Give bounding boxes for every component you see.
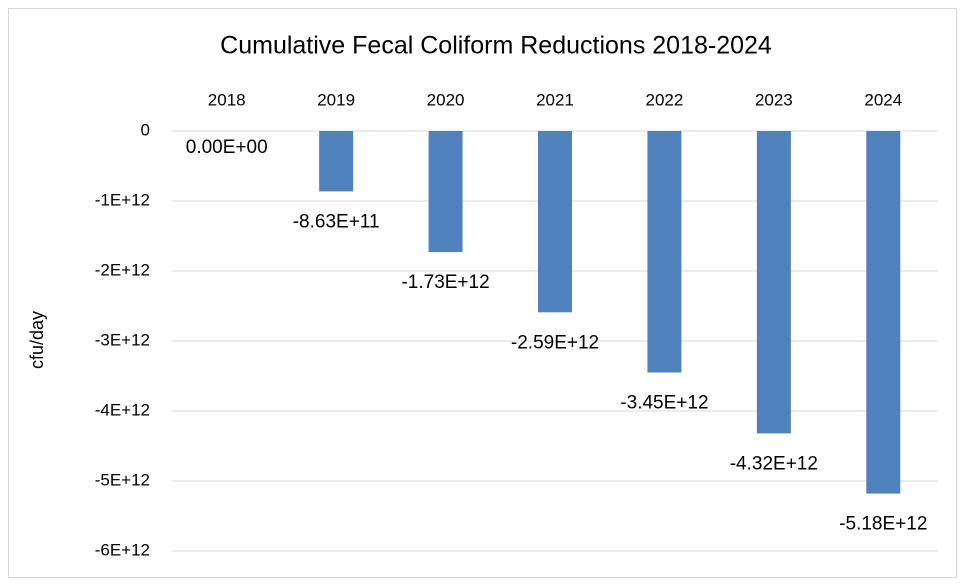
x-tick-label: 2024 <box>864 90 902 109</box>
bar <box>756 131 791 434</box>
x-tick-label: 2018 <box>208 90 246 109</box>
chart-border <box>8 8 957 578</box>
x-tick-label: 2023 <box>755 90 793 109</box>
x-tick-label: 2019 <box>317 90 355 109</box>
y-axis-label: cfu/day <box>27 311 47 369</box>
y-tick-label: -6E+12 <box>95 540 150 559</box>
bar <box>428 131 463 253</box>
bar <box>866 131 901 494</box>
y-tick-label: -4E+12 <box>95 400 150 419</box>
bar <box>319 131 354 192</box>
bar <box>647 131 682 373</box>
y-tick-label: -2E+12 <box>95 260 150 279</box>
data-label: -1.73E+12 <box>401 272 489 293</box>
y-tick-label: -3E+12 <box>95 330 150 349</box>
data-label: -2.59E+12 <box>511 332 599 353</box>
data-label: 0.00E+00 <box>186 137 268 158</box>
bar <box>538 131 572 313</box>
x-tick-label: 2022 <box>646 90 684 109</box>
chart-title: Cumulative Fecal Coliform Reductions 201… <box>220 32 772 60</box>
y-tick-label: -5E+12 <box>95 470 150 489</box>
x-tick-label: 2021 <box>536 90 574 109</box>
x-tick-label: 2020 <box>427 90 465 109</box>
y-tick-label: -1E+12 <box>95 190 150 209</box>
data-label: -4.32E+12 <box>730 453 818 474</box>
data-label: -3.45E+12 <box>620 393 708 414</box>
y-tick-label: 0 <box>141 120 150 139</box>
data-label: -5.18E+12 <box>839 514 927 535</box>
data-label: -8.63E+11 <box>293 211 380 232</box>
